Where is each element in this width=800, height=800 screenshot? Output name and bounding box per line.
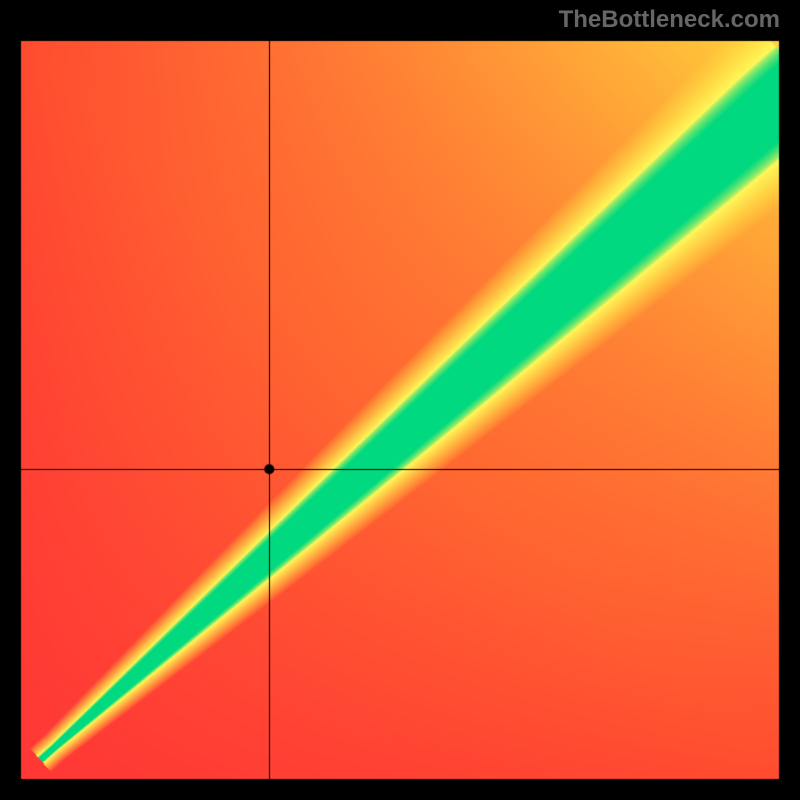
bottleneck-heatmap: [0, 0, 800, 800]
attribution-label: TheBottleneck.com: [559, 6, 780, 34]
